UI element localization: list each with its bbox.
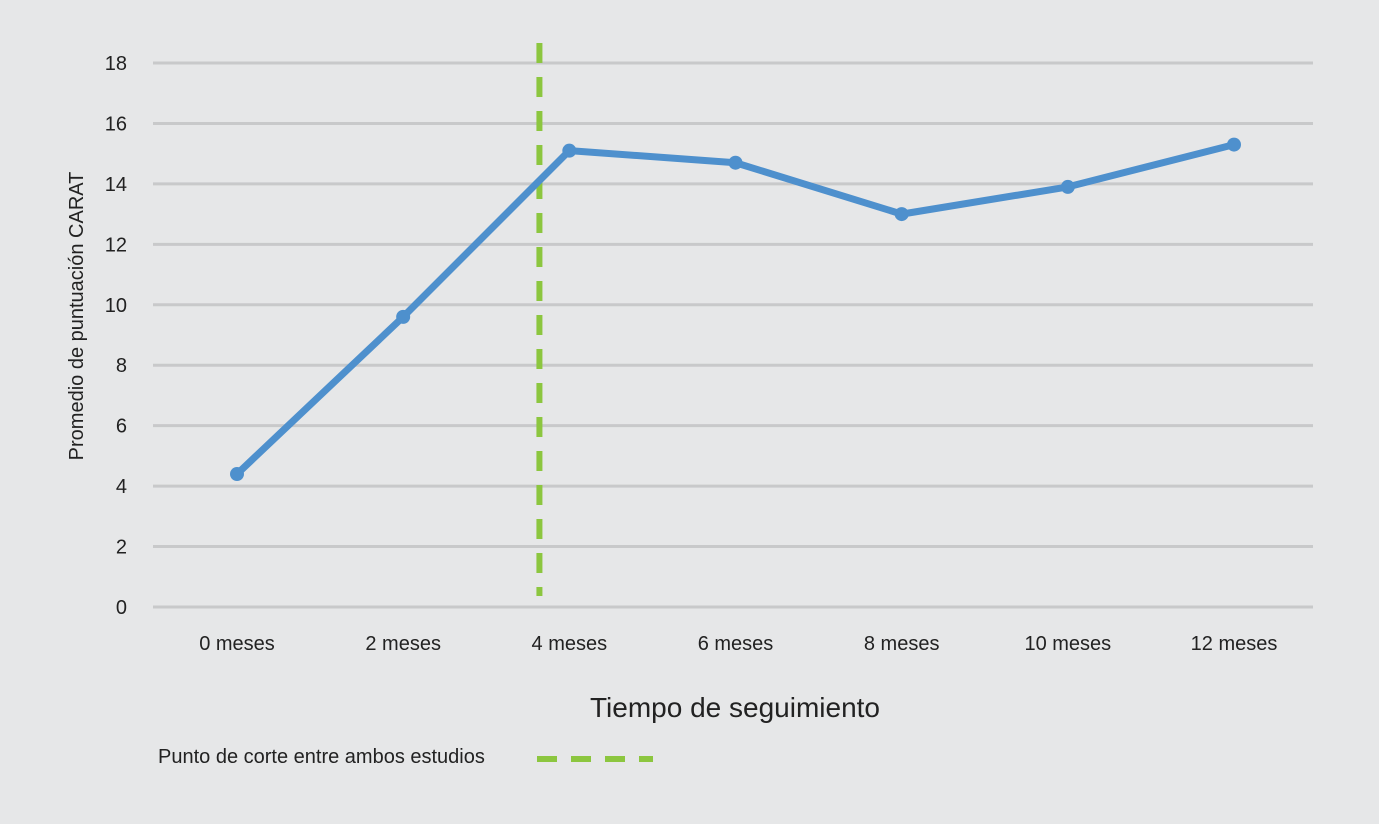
data-point [230, 467, 244, 482]
y-tick-label: 10 [105, 295, 127, 317]
x-tick-label: 4 meses [532, 633, 608, 655]
y-tick-label: 16 [105, 113, 127, 135]
series-group [230, 137, 1241, 482]
data-point [1227, 137, 1241, 152]
x-tick-label: 10 meses [1024, 633, 1111, 655]
x-tick-label: 0 meses [199, 633, 275, 655]
y-tick-labels: 0 2 4 6 8 10 12 14 16 18 [105, 53, 127, 619]
data-point [728, 155, 743, 170]
x-tick-label: 2 meses [365, 633, 441, 655]
y-tick-label: 14 [105, 174, 127, 196]
y-tick-label: 6 [116, 416, 127, 438]
y-axis-title: Promedio de puntuación CARAT [66, 172, 88, 461]
x-tick-labels: 0 meses 2 meses 4 meses 6 meses 8 meses 10 me… [199, 633, 1277, 655]
legend: Punto de corte entre ambos estudios [158, 746, 653, 768]
y-tick-label: 0 [116, 597, 127, 619]
data-point [396, 309, 411, 324]
y-tick-label: 12 [105, 234, 127, 256]
data-point [894, 207, 909, 222]
x-tick-label: 8 meses [864, 633, 940, 655]
data-point [562, 143, 577, 158]
gridlines [153, 61, 1313, 609]
legend-label: Punto de corte entre ambos estudios [158, 746, 485, 768]
y-tick-label: 2 [116, 537, 127, 559]
x-axis-title: Tiempo de seguimiento [590, 692, 880, 723]
data-point [1060, 179, 1075, 194]
y-tick-label: 4 [116, 476, 127, 498]
y-tick-label: 18 [105, 53, 127, 75]
x-tick-label: 12 meses [1191, 633, 1278, 655]
y-tick-label: 8 [116, 355, 127, 377]
x-tick-label: 6 meses [698, 633, 774, 655]
